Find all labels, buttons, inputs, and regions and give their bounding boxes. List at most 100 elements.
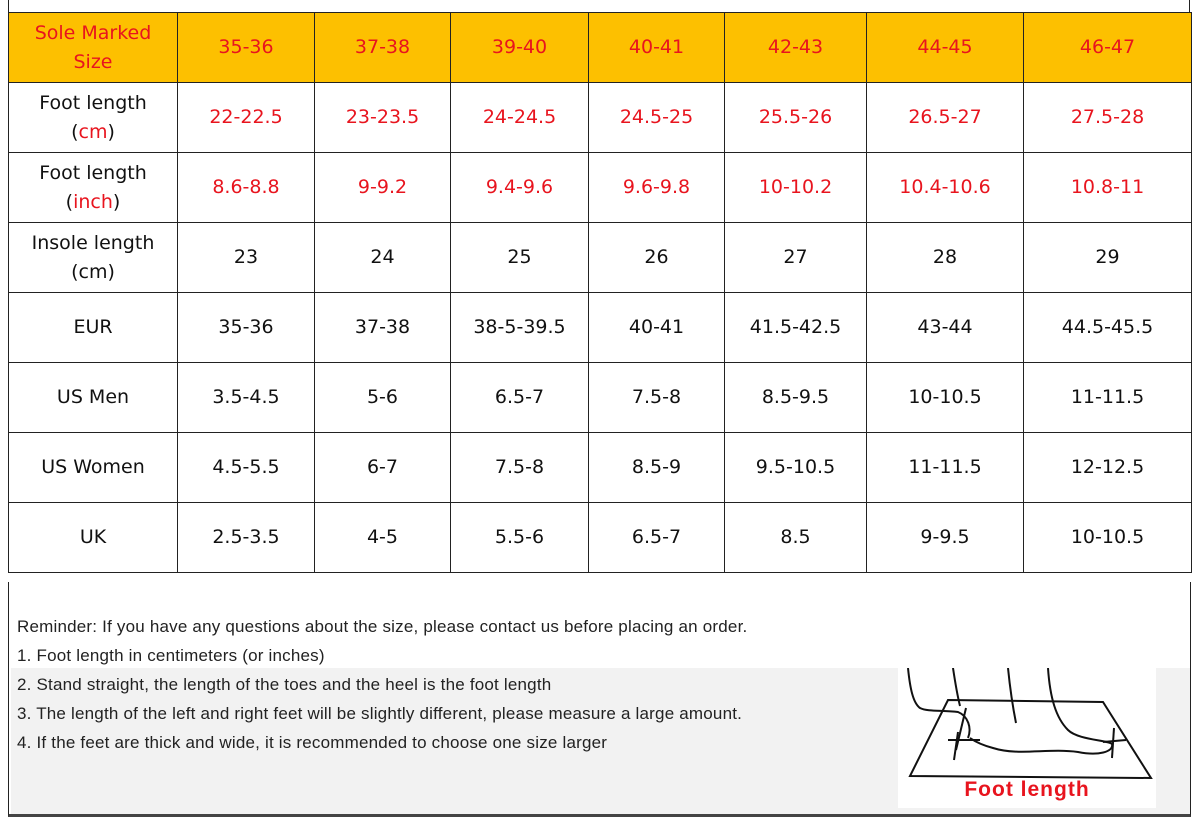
note-item: 2. Stand straight, the length of the toe… — [17, 675, 552, 694]
row-label-cell: UK — [8, 502, 178, 573]
cell-value: 43-44 — [917, 316, 973, 338]
table-cell: 9-9.2 — [314, 152, 451, 223]
size-label: 39-40 — [491, 36, 548, 58]
cell-value: 26 — [644, 246, 669, 268]
table-cell: 6.5-7 — [588, 502, 725, 573]
cell-value: 10.8-11 — [1070, 176, 1145, 198]
cell-value: 10-10.5 — [908, 386, 982, 408]
cell-value: 3.5-4.5 — [212, 386, 280, 408]
table-cell: 10-10.5 — [1023, 502, 1192, 573]
note-item: 1. Foot length in centimeters (or inches… — [17, 646, 325, 665]
cell-value: 9.5-10.5 — [755, 456, 836, 478]
reminder-notes: Reminder: If you have any questions abou… — [8, 582, 1191, 817]
header-size-cell: 44-45 — [866, 12, 1024, 83]
cell-value: 11-11.5 — [908, 456, 982, 478]
table-cell: 10-10.2 — [724, 152, 867, 223]
cell-value: 9-9.5 — [920, 526, 970, 548]
row-label-cell: US Men — [8, 362, 178, 433]
cell-value: 7.5-8 — [494, 456, 545, 478]
table-row: Foot length (cm) 22-22.5 23-23.5 24-24.5 24.5… — [8, 82, 1192, 153]
cell-value: 4.5-5.5 — [212, 456, 280, 478]
cell-value: 25 — [507, 246, 532, 268]
table-cell: 37-38 — [314, 292, 451, 363]
header-size-cell: 39-40 — [450, 12, 589, 83]
table-cell: 6.5-7 — [450, 362, 589, 433]
table-cell: 8.5 — [724, 502, 867, 573]
header-size-cell: 40-41 — [588, 12, 725, 83]
row-label-cell: Foot length (cm) — [8, 82, 178, 153]
cell-value: 6.5-7 — [631, 526, 682, 548]
table-cell: 9-9.5 — [866, 502, 1024, 573]
row-label-cell: Foot length (inch) — [8, 152, 178, 223]
table-cell: 9.4-9.6 — [450, 152, 589, 223]
row-unit: inch — [73, 190, 113, 213]
table-cell: 28 — [866, 222, 1024, 293]
table-cell: 5-6 — [314, 362, 451, 433]
row-label: Foot length — [39, 161, 147, 184]
table-cell: 24 — [314, 222, 451, 293]
cell-value: 28 — [932, 246, 958, 268]
table-cell: 23 — [177, 222, 315, 293]
table-row: Foot length (inch) 8.6-8.8 9-9.2 9.4-9.6 9.6-… — [8, 152, 1192, 223]
table-cell: 4-5 — [314, 502, 451, 573]
size-label: 46-47 — [1079, 36, 1136, 58]
table-cell: 35-36 — [177, 292, 315, 363]
table-cell: 44.5-45.5 — [1023, 292, 1192, 363]
row-label: EUR — [73, 316, 113, 338]
cell-value: 41.5-42.5 — [749, 316, 842, 338]
table-cell: 38-5-39.5 — [450, 292, 589, 363]
row-label: UK — [79, 526, 107, 548]
table-cell: 26 — [588, 222, 725, 293]
size-label: 40-41 — [628, 36, 685, 58]
cell-value: 26.5-27 — [908, 106, 982, 128]
cell-value: 4-5 — [366, 526, 399, 548]
table-cell: 2.5-3.5 — [177, 502, 315, 573]
row-label: US Men — [56, 386, 130, 408]
cell-value: 38-5-39.5 — [473, 316, 566, 338]
cell-value: 27.5-28 — [1070, 106, 1145, 128]
table-cell: 12-12.5 — [1023, 432, 1192, 503]
header-size-cell: 35-36 — [177, 12, 315, 83]
table-cell: 8.6-8.8 — [177, 152, 315, 223]
cell-value: 44.5-45.5 — [1061, 316, 1154, 338]
header-label-cell: Sole Marked Size — [8, 12, 178, 83]
cell-value: 12-12.5 — [1070, 456, 1145, 478]
cell-value: 8.5-9 — [631, 456, 682, 478]
cell-value: 10-10.5 — [1070, 526, 1145, 548]
cell-value: 27 — [783, 246, 808, 268]
cell-value: 22-22.5 — [209, 106, 283, 128]
table-row: Insole length (cm) 23 24 25 26 27 28 29 — [8, 222, 1192, 293]
cell-value: 5-6 — [366, 386, 399, 408]
table-cell: 27 — [724, 222, 867, 293]
cell-value: 8.5 — [780, 526, 811, 548]
reminder-text: Reminder: If you have any questions abou… — [17, 617, 748, 636]
table-cell: 6-7 — [314, 432, 451, 503]
table-cell: 3.5-4.5 — [177, 362, 315, 433]
table-row: EUR 35-36 37-38 38-5-39.5 40-41 41.5-42.5 43-4… — [8, 292, 1192, 363]
table-cell: 24-24.5 — [450, 82, 589, 153]
table-row: UK 2.5-3.5 4-5 5.5-6 6.5-7 8.5 9-9.5 10-10.5 — [8, 502, 1192, 573]
row-unit: cm — [78, 260, 108, 283]
size-label: 44-45 — [917, 36, 973, 58]
table-cell: 24.5-25 — [588, 82, 725, 153]
cell-value: 7.5-8 — [631, 386, 682, 408]
table-cell: 23-23.5 — [314, 82, 451, 153]
table-cell: 27.5-28 — [1023, 82, 1192, 153]
table-cell: 7.5-8 — [588, 362, 725, 433]
cell-value: 35-36 — [218, 316, 274, 338]
cell-value: 29 — [1095, 246, 1120, 268]
row-unit: cm — [78, 120, 108, 143]
foot-length-caption: Foot length — [964, 778, 1090, 801]
cell-value: 40-41 — [628, 316, 685, 338]
frame-line — [1189, 0, 1190, 12]
table-cell: 41.5-42.5 — [724, 292, 867, 363]
cell-value: 23-23.5 — [345, 106, 420, 128]
table-cell: 10-10.5 — [866, 362, 1024, 433]
table-cell: 25 — [450, 222, 589, 293]
cell-value: 11-11.5 — [1070, 386, 1145, 408]
table-cell: 10.4-10.6 — [866, 152, 1024, 223]
table-cell: 11-11.5 — [1023, 362, 1192, 433]
cell-value: 10-10.2 — [758, 176, 833, 198]
foot-measuring-icon — [907, 667, 1153, 780]
cell-value: 6-7 — [366, 456, 399, 478]
